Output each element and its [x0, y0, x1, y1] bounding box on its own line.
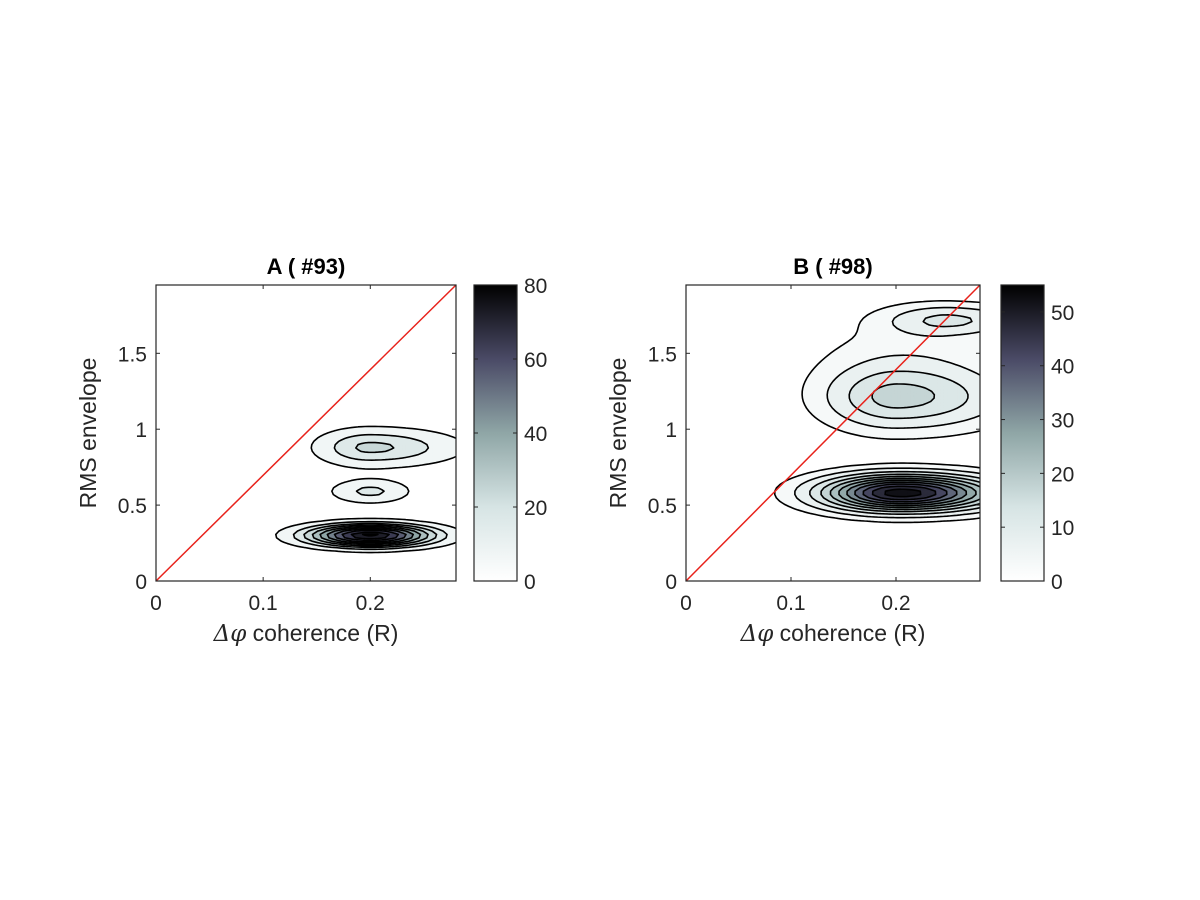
contour-line-level-11: [884, 488, 922, 498]
panel-b-x-axis-symbol: Δφ: [740, 621, 775, 647]
colorbar-tick-label: 60: [524, 349, 547, 372]
contour-line-level-1: [275, 425, 456, 554]
contour-line-level-6: [326, 526, 415, 544]
x-tick-label: 0.2: [356, 592, 385, 615]
colorbar-tick-label: 40: [1051, 356, 1074, 379]
contour-line-level-7: [846, 479, 968, 507]
contour-line-level-9: [350, 531, 390, 540]
y-tick-label: 0.5: [648, 495, 677, 518]
colorbar-tick-label: 80: [524, 275, 547, 298]
contour-line-level-5: [319, 525, 422, 546]
colorbar-tick-label: 0: [524, 571, 536, 594]
panel-b-x-axis-label: Δφ coherence (R): [740, 620, 926, 647]
contour-line-level-7: [333, 528, 407, 543]
panel-a-contours: [275, 425, 456, 554]
panel-b-ticks: 0 0.1 0.2 0 0.5 1 1.5: [648, 285, 980, 615]
panel-b-x-axis-text: coherence (R): [773, 620, 925, 646]
y-tick-label: 0: [135, 571, 147, 594]
contour-line-level-2: [292, 433, 448, 551]
panel-a-x-axis-text: coherence (R): [246, 620, 398, 646]
contour-line-level-4: [311, 524, 429, 547]
colorbar-tick-label: 20: [1051, 463, 1074, 486]
colorbar-tick-label: 50: [1051, 302, 1074, 325]
colorbar-tick-label: 0: [1051, 571, 1063, 594]
y-tick-label: 1.5: [118, 343, 147, 366]
contour-line-level-4: [820, 383, 980, 513]
contour-line-level-8: [341, 529, 400, 542]
y-tick-label: 1: [135, 419, 147, 442]
panel-a-x-axis-label: Δφ coherence (R): [213, 620, 399, 647]
x-tick-label: 0.1: [249, 592, 278, 615]
panel-b-axes-box: [685, 284, 981, 582]
contour-line-level-10: [361, 533, 379, 537]
colorbar-tick-label: 40: [524, 423, 547, 446]
panel-a-axes-box: [155, 284, 457, 582]
panel-b-title: B ( #98): [793, 254, 872, 279]
y-tick-label: 0: [665, 571, 677, 594]
panel-b-y-axis-label: RMS envelope: [605, 358, 631, 509]
panel-b-contours: [773, 299, 980, 524]
panel-a-y-axis-label: RMS envelope: [75, 358, 101, 509]
contour-line-level-2: [794, 306, 980, 519]
contour-line-level-6: [838, 477, 977, 509]
x-tick-label: 0.1: [776, 592, 805, 615]
panel-a-colorbar: [473, 284, 518, 582]
colorbar-tick-label: 10: [1051, 517, 1074, 540]
panel-a-title: A ( #93): [267, 254, 346, 279]
panel-b-identity-line: [685, 284, 981, 582]
panel-a-colorbar-ticks: 0 20 40 60 80: [474, 275, 547, 594]
panel-a-identity-line: [155, 284, 457, 582]
contour-line-level-10: [871, 485, 937, 501]
contour-line-level-8: [854, 481, 958, 505]
y-tick-label: 1.5: [648, 343, 677, 366]
panel-a-ticks: 0 0.1 0.2 0 0.5 1 1.5: [118, 285, 456, 615]
x-tick-label: 0: [150, 592, 162, 615]
panel-b-colorbar-ticks: 0 10 20 30 40 50: [1001, 302, 1074, 594]
panel-a: A ( #93) 0 0.1 0.2 0 0.5 1 1.5 RMS envelope Δφ…: [75, 254, 547, 647]
panel-b-colorbar: [1000, 284, 1045, 582]
contour-line-level-3: [809, 314, 980, 515]
y-tick-label: 0.5: [118, 495, 147, 518]
x-tick-label: 0: [680, 592, 692, 615]
panel-b: B ( #98) 0 0.1 0.2 0 0.5 1 1.5 RMS envelope Δφ…: [605, 254, 1074, 647]
colorbar-tick-label: 30: [1051, 410, 1074, 433]
x-tick-label: 0.2: [881, 592, 910, 615]
colorbar-tick-label: 20: [524, 497, 547, 520]
y-tick-label: 1: [665, 419, 677, 442]
contour-line-level-3: [303, 441, 438, 549]
contour-line-level-1: [773, 299, 980, 524]
panel-a-x-axis-symbol: Δφ: [213, 621, 248, 647]
contour-line-level-9: [862, 483, 948, 503]
contour-line-level-5: [829, 475, 980, 511]
